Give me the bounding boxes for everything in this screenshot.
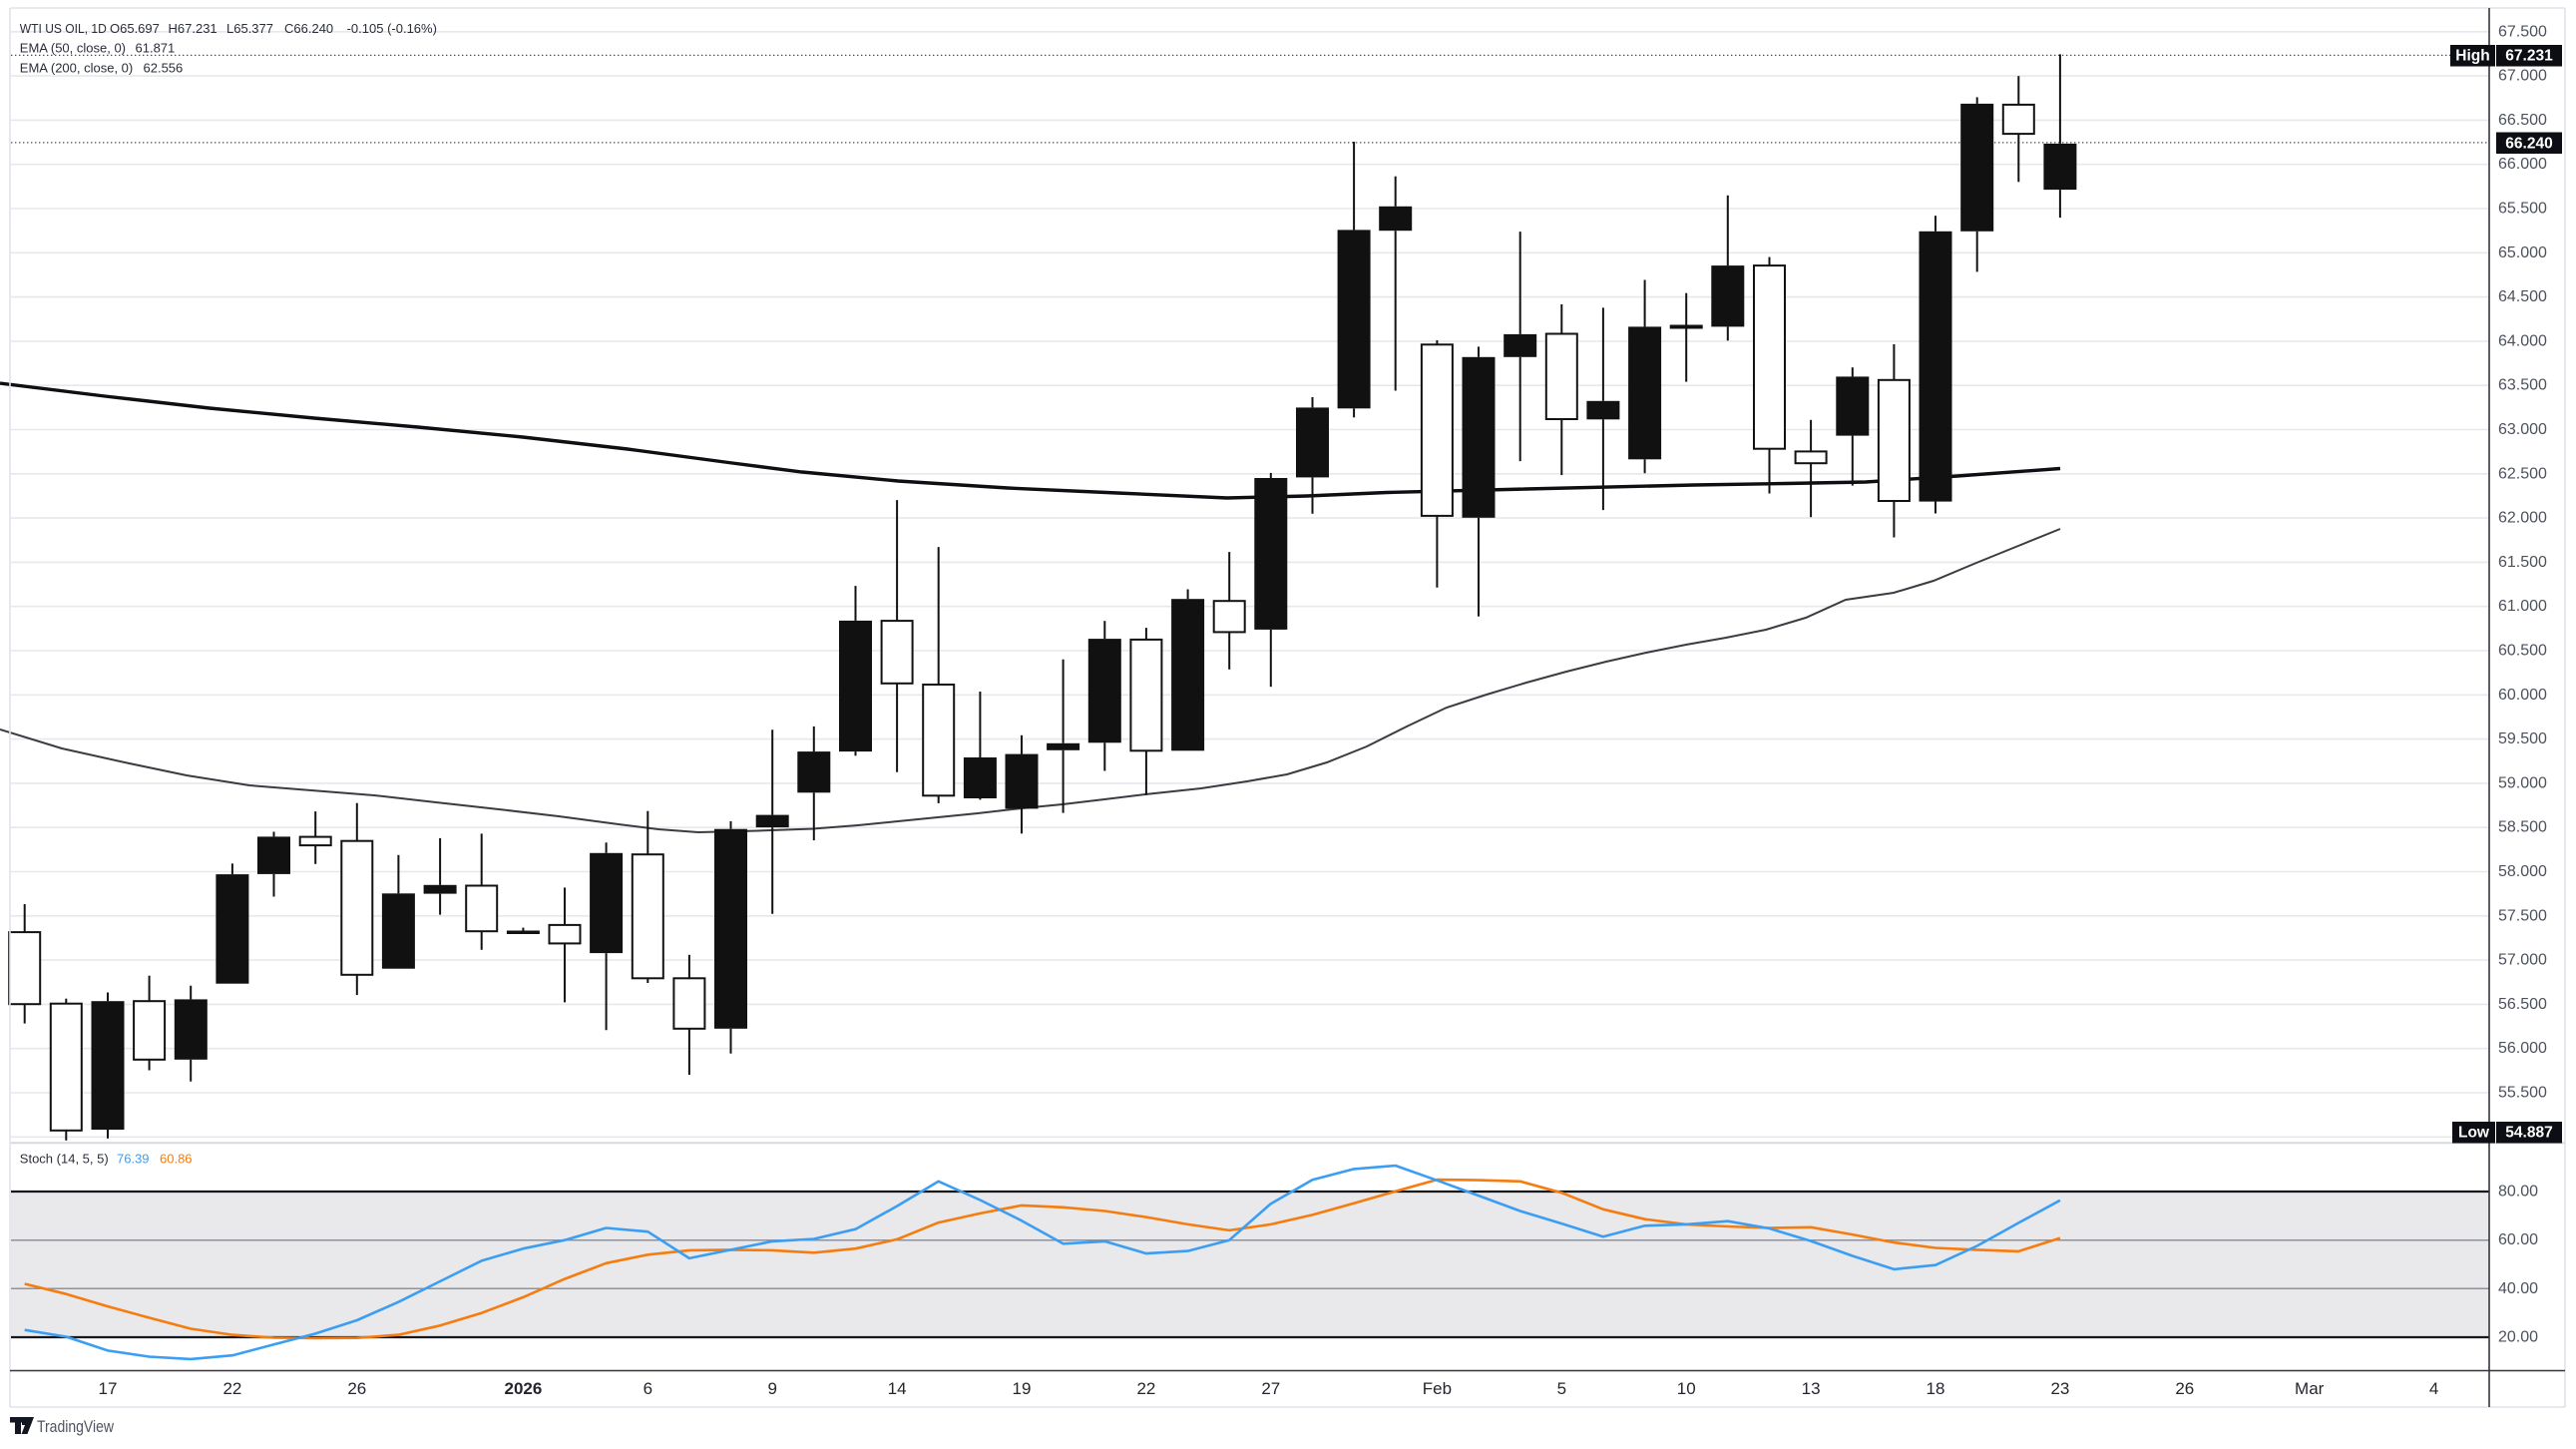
svg-text:67.000: 67.000 xyxy=(2498,68,2547,85)
svg-text:65.500: 65.500 xyxy=(2498,201,2547,218)
svg-text:54.887: 54.887 xyxy=(2505,1125,2552,1142)
svg-text:62.500: 62.500 xyxy=(2498,465,2547,482)
svg-text:-0.105 (-0.16%): -0.105 (-0.16%) xyxy=(347,21,437,36)
svg-text:80.00: 80.00 xyxy=(2498,1184,2538,1201)
svg-text:62.556: 62.556 xyxy=(144,60,184,75)
svg-text:C66.240: C66.240 xyxy=(284,21,333,36)
svg-text:61.871: 61.871 xyxy=(136,40,176,55)
svg-text:27: 27 xyxy=(1261,1379,1280,1398)
svg-text:EMA (50, close, 0): EMA (50, close, 0) xyxy=(20,40,126,55)
svg-text:6: 6 xyxy=(644,1379,652,1398)
svg-text:56.000: 56.000 xyxy=(2498,1040,2547,1057)
svg-text:26: 26 xyxy=(2175,1379,2194,1398)
svg-text:18: 18 xyxy=(1927,1379,1945,1398)
svg-text:17: 17 xyxy=(99,1379,118,1398)
svg-text:40.00: 40.00 xyxy=(2498,1280,2538,1297)
svg-text:64.000: 64.000 xyxy=(2498,332,2547,349)
svg-text:O65.697: O65.697 xyxy=(110,21,160,36)
svg-text:59.000: 59.000 xyxy=(2498,774,2547,791)
svg-text:59.500: 59.500 xyxy=(2498,730,2547,747)
svg-text:57.000: 57.000 xyxy=(2498,952,2547,969)
svg-text:63.000: 63.000 xyxy=(2498,421,2547,438)
svg-text:Low: Low xyxy=(2458,1125,2490,1142)
svg-text:76.39: 76.39 xyxy=(117,1152,150,1167)
svg-text:13: 13 xyxy=(1802,1379,1821,1398)
svg-text:61.000: 61.000 xyxy=(2498,598,2547,615)
svg-text:55.500: 55.500 xyxy=(2498,1085,2547,1102)
svg-text:66.000: 66.000 xyxy=(2498,156,2547,173)
svg-text:64.500: 64.500 xyxy=(2498,288,2547,305)
svg-text:22: 22 xyxy=(1136,1379,1155,1398)
svg-text:66.500: 66.500 xyxy=(2498,112,2547,129)
svg-text:65.000: 65.000 xyxy=(2498,244,2547,261)
svg-text:23: 23 xyxy=(2050,1379,2069,1398)
svg-text:60.500: 60.500 xyxy=(2498,643,2547,660)
svg-text:67.231: 67.231 xyxy=(2505,48,2553,65)
svg-text:EMA (200, close, 0): EMA (200, close, 0) xyxy=(20,60,133,75)
svg-text:26: 26 xyxy=(347,1379,366,1398)
svg-text:WTI US OIL, 1D: WTI US OIL, 1D xyxy=(20,21,107,36)
svg-text:TradingView: TradingView xyxy=(37,1417,115,1436)
svg-text:Mar: Mar xyxy=(2295,1379,2325,1398)
svg-text:4: 4 xyxy=(2429,1379,2438,1398)
svg-text:10: 10 xyxy=(1677,1379,1696,1398)
svg-text:14: 14 xyxy=(888,1379,907,1398)
svg-text:22: 22 xyxy=(222,1379,241,1398)
svg-text:20.00: 20.00 xyxy=(2498,1329,2538,1346)
svg-text:Stoch (14, 5, 5): Stoch (14, 5, 5) xyxy=(20,1152,109,1167)
svg-text:56.500: 56.500 xyxy=(2498,996,2547,1013)
svg-text:9: 9 xyxy=(767,1379,776,1398)
svg-text:60.86: 60.86 xyxy=(160,1152,193,1167)
svg-text:57.500: 57.500 xyxy=(2498,907,2547,924)
svg-text:H67.231: H67.231 xyxy=(169,21,217,36)
svg-text:62.000: 62.000 xyxy=(2498,510,2547,527)
svg-text:Feb: Feb xyxy=(1423,1379,1452,1398)
svg-text:60.000: 60.000 xyxy=(2498,687,2547,704)
svg-text:60.00: 60.00 xyxy=(2498,1231,2538,1248)
svg-text:2026: 2026 xyxy=(504,1379,542,1398)
svg-text:58.000: 58.000 xyxy=(2498,863,2547,880)
svg-text:19: 19 xyxy=(1013,1379,1032,1398)
svg-text:High: High xyxy=(2455,48,2489,65)
svg-text:63.500: 63.500 xyxy=(2498,377,2547,394)
svg-text:L65.377: L65.377 xyxy=(226,21,273,36)
svg-text:61.500: 61.500 xyxy=(2498,554,2547,571)
svg-text:66.240: 66.240 xyxy=(2505,135,2552,152)
svg-text:67.500: 67.500 xyxy=(2498,23,2547,40)
svg-text:5: 5 xyxy=(1557,1379,1566,1398)
svg-text:58.500: 58.500 xyxy=(2498,819,2547,836)
